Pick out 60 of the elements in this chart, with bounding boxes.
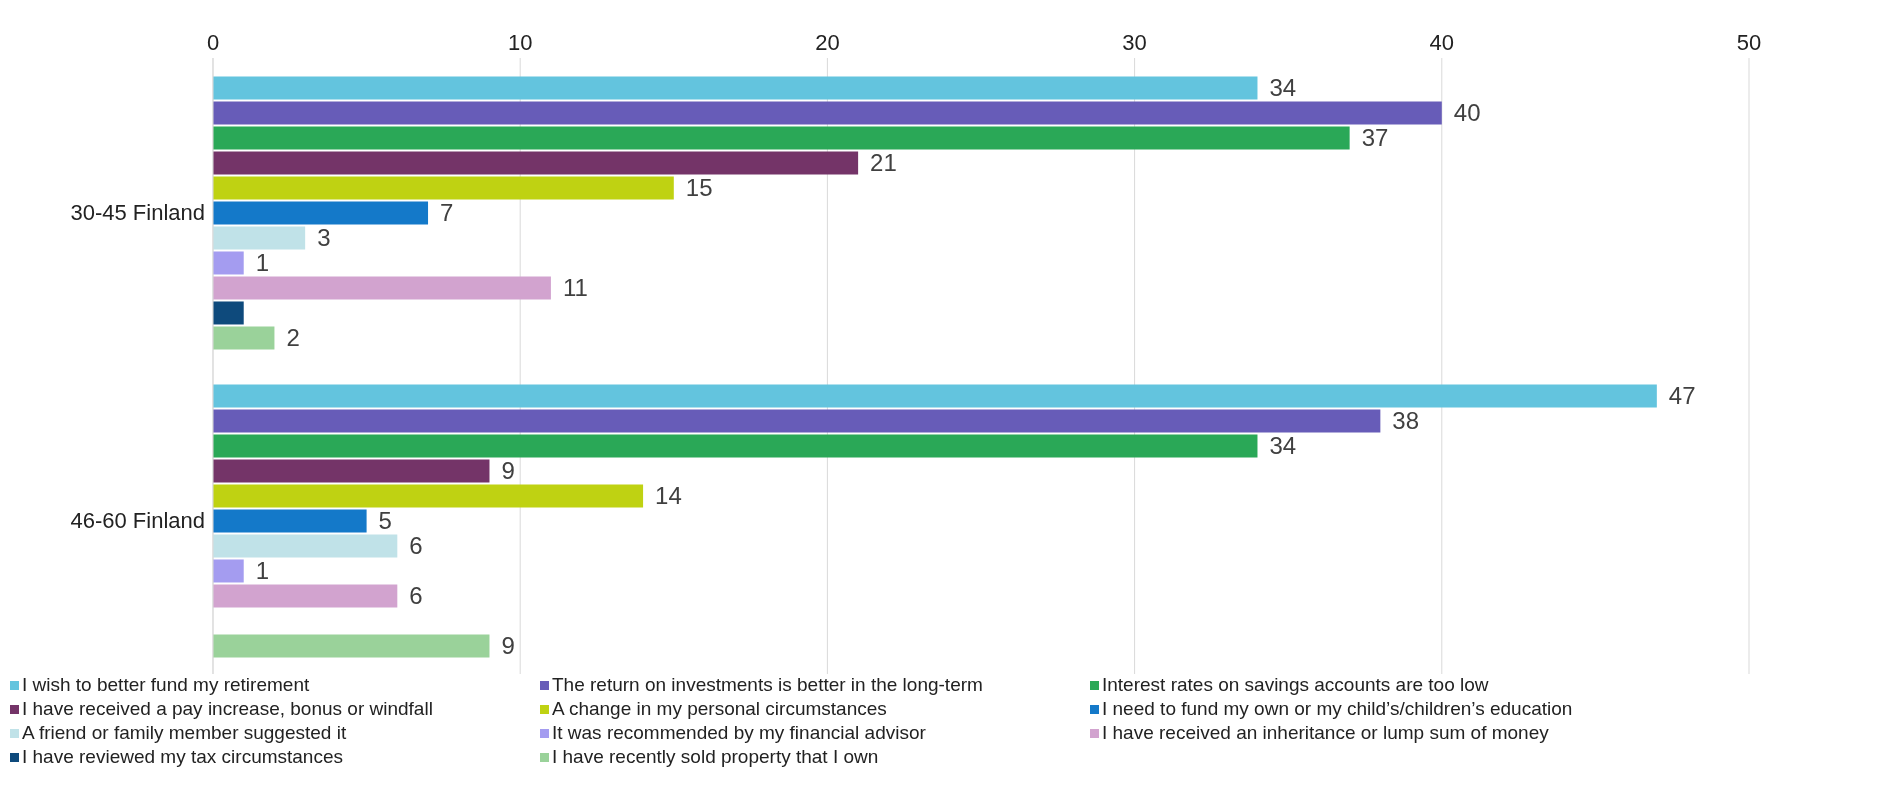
legend-label: I have recently sold property that I own <box>552 746 879 768</box>
bar <box>213 409 1381 433</box>
legend-label: I have reviewed my tax circumstances <box>22 746 344 768</box>
legend-label: A change in my personal circumstances <box>552 698 887 720</box>
data-label: 1 <box>255 249 270 277</box>
bar <box>213 384 1657 408</box>
data-label: 9 <box>501 457 515 485</box>
legend-label: I wish to better fund my retirement <box>22 674 310 696</box>
data-label: 37 <box>1361 124 1389 152</box>
data-label: 14 <box>655 482 682 510</box>
data-label: 6 <box>409 532 423 560</box>
data-label: 2 <box>286 324 300 352</box>
bar <box>213 276 551 300</box>
legend-label: I have received a pay increase, bonus or windfall <box>22 698 433 720</box>
bar <box>213 584 398 608</box>
data-label: 11 <box>562 274 588 302</box>
bar <box>213 76 1258 100</box>
bar <box>213 559 244 583</box>
x-tick-label: 40 <box>1429 30 1455 55</box>
data-label: 5 <box>378 507 392 535</box>
bar <box>213 459 490 483</box>
legend-label: I need to fund my own or my child’s/children’s education <box>1102 698 1573 720</box>
bar <box>213 176 674 200</box>
bar <box>213 251 244 275</box>
bar <box>213 434 1258 458</box>
data-label: 1 <box>255 557 270 585</box>
y-tick-label: 30-45 Finland <box>70 199 205 225</box>
data-label: 21 <box>870 149 897 177</box>
data-label: 6 <box>409 582 423 610</box>
x-tick-label: 50 <box>1736 30 1762 55</box>
bar <box>213 151 859 175</box>
bar <box>213 301 244 325</box>
x-tick-label: 30 <box>1122 30 1147 55</box>
bar <box>213 101 1442 125</box>
legend-label: Interest rates on savings accounts are too low <box>1102 674 1489 696</box>
bar <box>213 201 429 225</box>
legend-label: It was recommended by my financial advisor <box>552 722 926 744</box>
bar <box>213 634 490 658</box>
bar <box>213 484 644 508</box>
y-tick-label: 46-60 Finland <box>70 507 205 533</box>
legend-label: A friend or family member suggested it <box>22 722 347 744</box>
legend-label: I have received an inheritance or lump sum of money <box>1102 722 1549 744</box>
data-label: 15 <box>685 174 713 202</box>
bar <box>213 534 398 558</box>
bar <box>213 509 367 533</box>
bar <box>213 226 306 250</box>
data-label: 3 <box>317 224 331 252</box>
bar <box>213 126 1350 150</box>
data-label: 34 <box>1269 432 1297 460</box>
legend-label: The return on investments is better in the long-term <box>552 674 983 696</box>
data-label: 34 <box>1269 74 1297 102</box>
data-label: 7 <box>440 199 454 227</box>
x-tick-label: 20 <box>815 30 840 55</box>
data-label: 40 <box>1453 99 1481 127</box>
bar <box>213 326 275 350</box>
x-tick-label: 0 <box>206 30 220 55</box>
data-label: 9 <box>501 632 515 660</box>
x-tick-label: 10 <box>507 30 533 55</box>
data-label: 38 <box>1392 407 1420 435</box>
data-label: 47 <box>1668 382 1696 410</box>
